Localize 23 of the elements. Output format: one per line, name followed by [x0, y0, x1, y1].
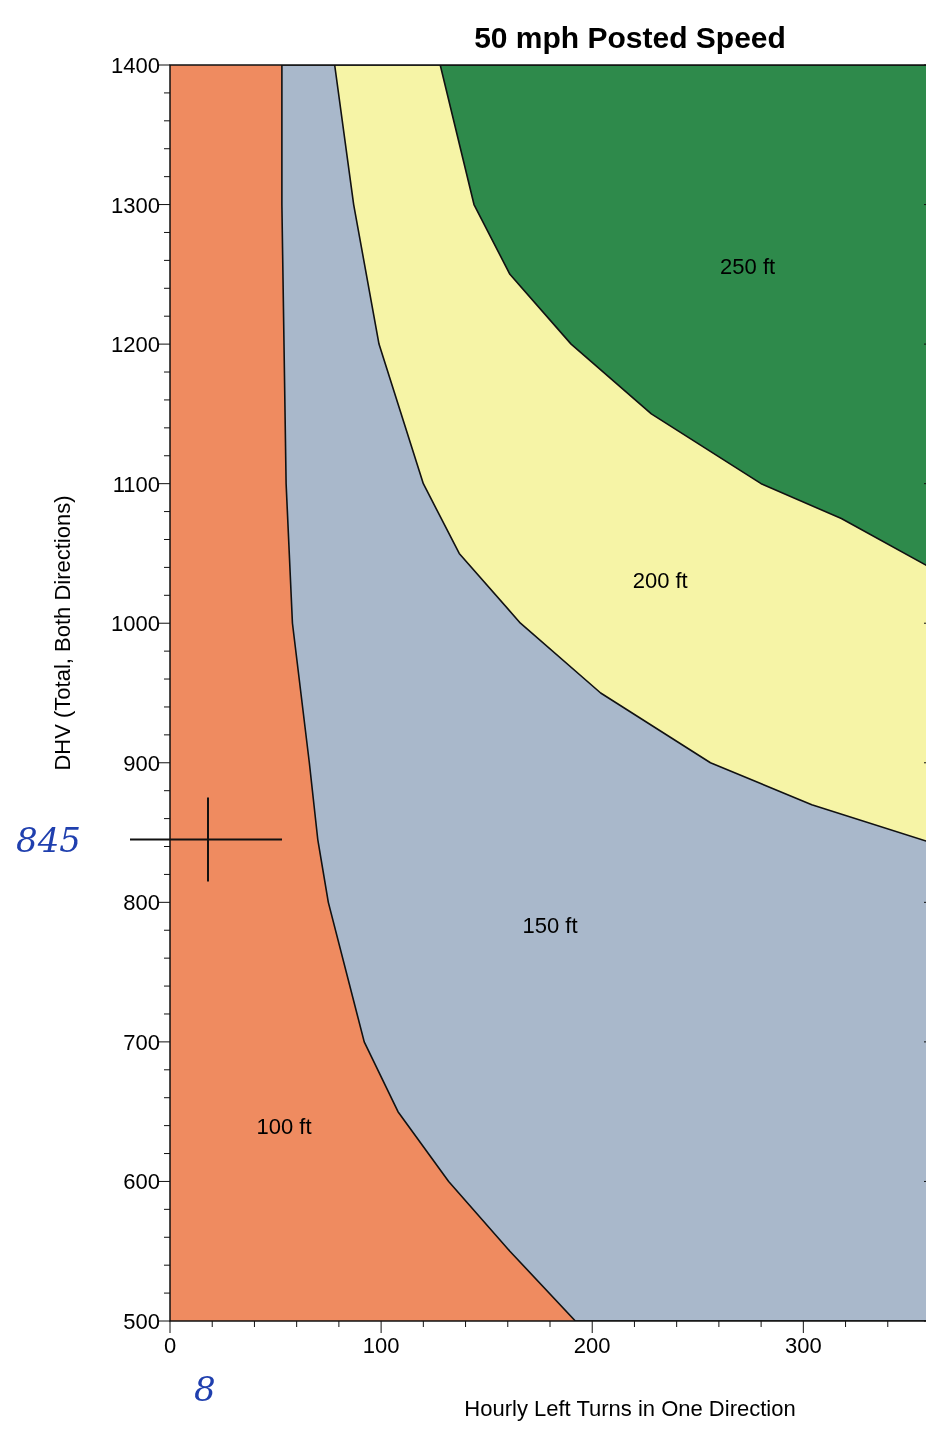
text: 845 [16, 819, 81, 860]
x-tick-label: 100 [362, 1333, 400, 1358]
y-tick-label: 900 [123, 750, 160, 776]
x-tick-label: 0 [163, 1333, 177, 1358]
y-tick-label: 1100 [112, 471, 160, 497]
x-axis-title: Hourly Left Turns in One Direction [464, 1396, 796, 1421]
y-tick-label: 1300 [111, 192, 160, 218]
chart-title: 50 mph Posted Speed [474, 21, 786, 54]
series-label: 150 ft [522, 913, 578, 939]
y-tick-label: 500 [123, 1309, 160, 1334]
band-label: 100 ft [256, 1114, 312, 1140]
y-tick-label: 600 [123, 1169, 160, 1195]
series-label: 200 ft [632, 567, 688, 593]
y-tick-label: 1400 [111, 53, 160, 78]
y-tick-label: 1000 [111, 611, 160, 637]
x-tick-label: 300 [784, 1333, 822, 1358]
y-tick-label: 700 [123, 1029, 160, 1055]
series-label: 250 ft [720, 253, 776, 279]
text: 8 [194, 1369, 216, 1409]
x-tick-label: 200 [573, 1333, 611, 1358]
y-tick-label: 800 [123, 890, 160, 916]
y-tick-label: 1200 [111, 332, 160, 358]
y-axis-title: DHV (Total, Both Directions) [50, 495, 75, 771]
